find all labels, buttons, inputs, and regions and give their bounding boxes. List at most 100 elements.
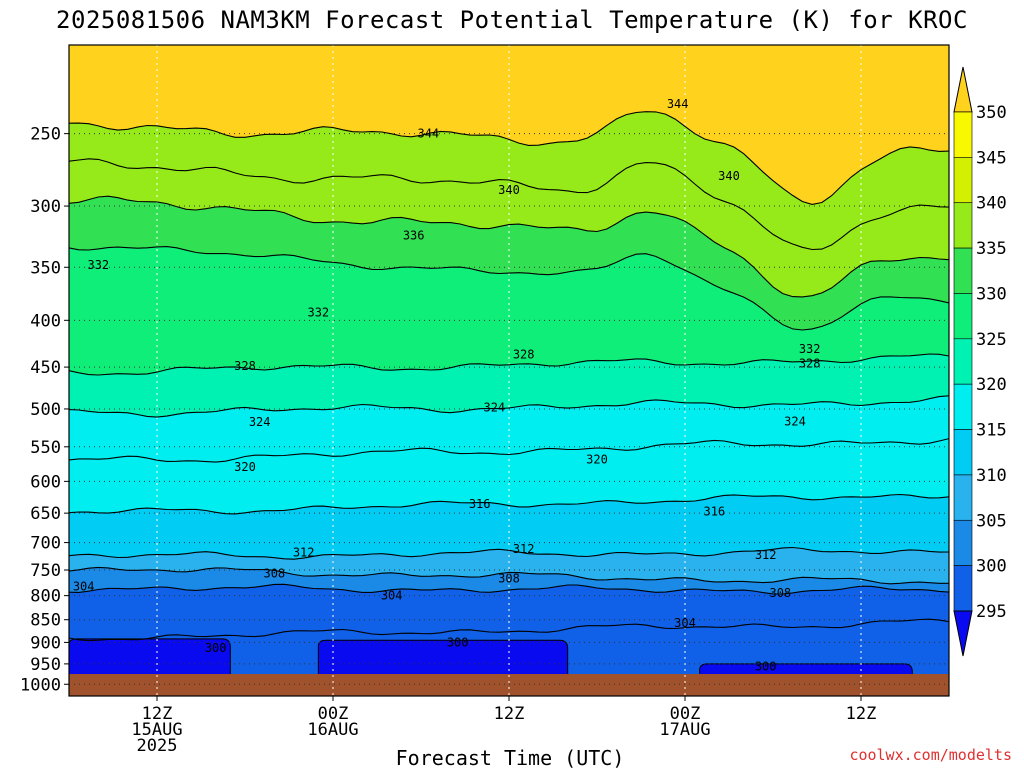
colorbar-swatch-340 — [953, 202, 973, 249]
xtick-label-18-1: 16AUG — [307, 720, 358, 740]
terrain-surface — [69, 674, 949, 696]
contour-label-304: 304 — [73, 580, 95, 594]
contour-label-312: 312 — [755, 548, 777, 562]
colorbar-label-310: 310 — [976, 466, 1007, 486]
ytick-label-550: 550 — [30, 438, 61, 458]
colorbar-label-350: 350 — [976, 103, 1007, 123]
colorbar-top-arrow — [953, 66, 973, 113]
plot-area: 3443443403403363323323323283283283243243… — [69, 45, 949, 696]
isentrope-304 — [69, 583, 949, 595]
contour-label-304: 304 — [674, 616, 696, 630]
isentrope-308 — [69, 566, 949, 585]
ytick-label-600: 600 — [30, 472, 61, 492]
ytick-label-950: 950 — [30, 655, 61, 675]
ytick-label-350: 350 — [30, 258, 61, 278]
contour-label-308: 308 — [769, 586, 791, 600]
colorbar-swatch-330 — [953, 293, 973, 340]
contour-label-300: 300 — [447, 635, 469, 649]
colorbar-swatch-325 — [953, 338, 973, 385]
contour-label-324: 324 — [249, 415, 271, 429]
isentrope-316 — [69, 493, 949, 515]
credit-text: coolwx.com/modelts — [849, 746, 1012, 764]
contour-label-324: 324 — [483, 400, 505, 414]
contour-label-324: 324 — [784, 414, 806, 428]
ytick-label-800: 800 — [30, 587, 61, 607]
contour-label-344: 344 — [667, 97, 689, 111]
colorbar-label-305: 305 — [976, 511, 1007, 531]
contour-label-300: 300 — [205, 641, 227, 655]
colorbar-label-325: 325 — [976, 330, 1007, 350]
contour-labels: 3443443403403363323323323283283283243243… — [73, 97, 821, 673]
contour-label-320: 320 — [586, 453, 608, 467]
contour-label-340: 340 — [498, 183, 520, 197]
contour-label-312: 312 — [513, 542, 535, 556]
ytick-label-850: 850 — [30, 611, 61, 631]
xtick-label-42-1: 17AUG — [659, 720, 710, 740]
colorbar: 350 345 340 335 330 325 320 315 310 305 300 295 — [953, 66, 1007, 657]
colorbar-label-335: 335 — [976, 239, 1007, 259]
contour-label-316: 316 — [469, 497, 491, 511]
contour-label-308: 308 — [498, 571, 520, 585]
colorbar-label-300: 300 — [976, 557, 1007, 577]
isentrope-300 — [69, 618, 949, 642]
contour-label-332: 332 — [307, 305, 329, 319]
isentrope-336 — [69, 195, 949, 298]
contour-label-328: 328 — [799, 357, 821, 371]
colorbar-label-345: 345 — [976, 148, 1007, 168]
ytick-label-650: 650 — [30, 504, 61, 524]
isentrope-320 — [69, 438, 949, 463]
colorbar-label-330: 330 — [976, 284, 1007, 304]
ytick-label-450: 450 — [30, 358, 61, 378]
contour-label-316: 316 — [703, 504, 725, 518]
colorbar-swatch-305 — [953, 519, 973, 566]
xtick-label-54-0: 12Z — [846, 704, 877, 724]
xtick-label-30-0: 12Z — [494, 704, 525, 724]
ytick-label-250: 250 — [30, 125, 61, 145]
contour-label-332: 332 — [87, 258, 109, 272]
x-axis-label: Forecast Time (UTC) — [396, 746, 625, 768]
ytick-label-900: 900 — [30, 633, 61, 653]
ytick-label-300: 300 — [30, 197, 61, 217]
contour-label-320: 320 — [234, 460, 256, 474]
ytick-label-750: 750 — [30, 561, 61, 581]
chart-title: 2025081506 NAM3KM Forecast Potential Tem… — [56, 6, 968, 34]
colorbar-label-315: 315 — [976, 421, 1007, 441]
colorbar-label-320: 320 — [976, 375, 1007, 395]
xtick-label-18-0: 00Z — [318, 704, 349, 724]
contour-label-336: 336 — [403, 228, 425, 242]
xtick-label-6-2: 2025 — [137, 736, 178, 756]
xtick-label-42-0: 00Z — [670, 704, 701, 724]
contour-label-300: 300 — [755, 659, 777, 673]
isentrope-332 — [69, 246, 949, 331]
cold-pools — [69, 638, 913, 677]
ytick-label-1000: 1000 — [20, 675, 61, 695]
grid-lines — [69, 45, 949, 696]
ytick-label-400: 400 — [30, 311, 61, 331]
colorbar-swatch-320 — [953, 383, 973, 430]
colorbar-swatch-300 — [953, 565, 973, 612]
isentrope-324 — [69, 395, 949, 418]
colorbar-swatch-310 — [953, 474, 973, 521]
contour-label-332: 332 — [799, 342, 821, 356]
contour-label-328: 328 — [513, 348, 535, 362]
colorbar-label-340: 340 — [976, 194, 1007, 214]
colorbar-swatch-350 — [953, 111, 973, 158]
colorbar-swatch-315 — [953, 429, 973, 476]
y-axis: 2503003504004505005506006507007508008509… — [20, 125, 69, 695]
isentrope-312 — [69, 546, 949, 560]
isentrope-344 — [69, 111, 949, 205]
contour-label-344: 344 — [417, 127, 439, 141]
isentrope-340 — [69, 158, 949, 251]
ytick-label-500: 500 — [30, 400, 61, 420]
isentrope-lines — [69, 111, 949, 642]
ytick-label-700: 700 — [30, 534, 61, 554]
colorbar-swatch-345 — [953, 157, 973, 204]
contour-label-304: 304 — [381, 589, 403, 603]
contour-label-308: 308 — [263, 567, 285, 581]
xtick-label-6-0: 12Z — [142, 704, 173, 724]
cold-pool-1 — [317, 639, 569, 677]
colorbar-label-295: 295 — [976, 602, 1007, 622]
isentrope-328 — [69, 353, 949, 376]
